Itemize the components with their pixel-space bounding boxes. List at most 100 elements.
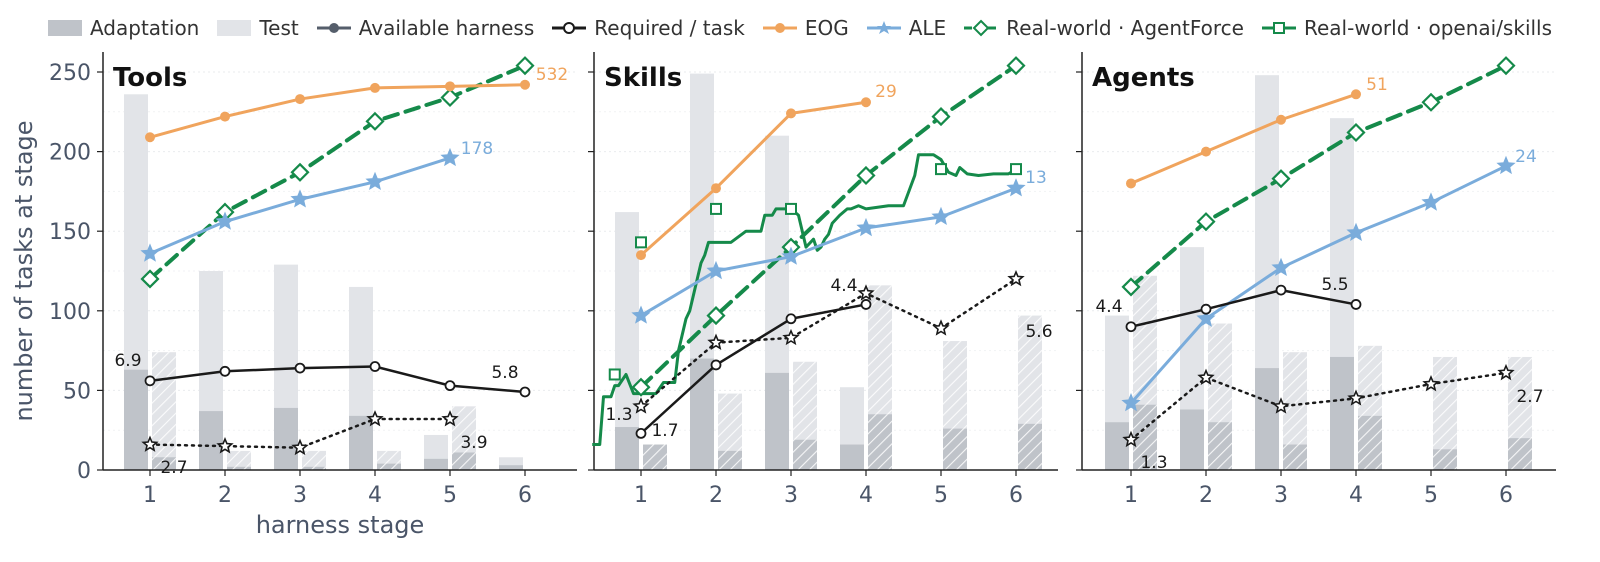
adaptation-bar: [1330, 356, 1354, 470]
rw-agentforce-point: [515, 56, 535, 76]
ale-line: [639, 186, 1018, 318]
x-tick-label: 6: [1499, 483, 1513, 508]
ale-point: [1496, 155, 1516, 175]
data-label: 178: [461, 139, 493, 159]
required-point: [1275, 284, 1287, 296]
x-tick-label: 1: [143, 483, 157, 508]
rw-agentforce-point: [140, 269, 160, 289]
eog-point: [220, 111, 230, 122]
required-point: [444, 380, 456, 392]
required-point: [785, 313, 797, 325]
test-bar-hatch-overlay: [227, 450, 251, 470]
adaptation-bar: [1255, 368, 1279, 470]
data-label: 2.7: [160, 458, 187, 478]
rw-agentforce-point: [1421, 92, 1441, 112]
y-tick-label: 50: [63, 379, 91, 404]
rw-openai-point: [635, 236, 647, 249]
adaptation-bar-hatch-overlay: [452, 452, 476, 470]
legend-label-ale: ALE: [908, 16, 947, 40]
available-point: [857, 284, 875, 301]
x-tick-label: 5: [934, 483, 948, 508]
x-tick-label: 6: [518, 483, 532, 508]
adaptation-bar-hatch-overlay: [943, 428, 967, 470]
legend-item-rw-agentforce: Real-world · AgentForce: [964, 16, 1244, 40]
panel-title: Tools: [113, 63, 187, 93]
eog-line: [1129, 92, 1358, 185]
rw-agentforce-point: [1346, 122, 1366, 143]
rw-agentforce-point: [1006, 56, 1026, 76]
adaptation-bar-hatch-overlay: [793, 439, 817, 470]
available-point: [141, 435, 159, 452]
ale-point: [1346, 222, 1366, 242]
rw-agentforce-point: [365, 111, 385, 131]
available-point: [932, 319, 950, 336]
required-point: [1200, 303, 1212, 315]
required-line: [148, 365, 527, 394]
required-line: [1129, 288, 1358, 328]
y-tick-label: 200: [49, 141, 91, 166]
data-label: 4.4: [1095, 297, 1122, 317]
eog-point: [145, 132, 155, 143]
adaptation-bar: [199, 411, 223, 470]
y-axis-label: number of tasks at stage: [10, 120, 38, 421]
data-label: 5.6: [1025, 322, 1052, 342]
required-swatch: [552, 22, 587, 34]
legend-label-adaptation: Adaptation: [89, 16, 200, 40]
rw-agentforce-line: [639, 63, 1018, 390]
adaptation-bar: [765, 372, 789, 470]
rw-agentforce-point: [1496, 56, 1516, 76]
required-point: [219, 365, 231, 377]
test-swatch: [217, 20, 252, 36]
eog-line: [148, 83, 527, 139]
test-bar-hatch-overlay: [302, 450, 326, 470]
available-point: [1347, 389, 1365, 406]
adaptation-bar: [690, 358, 714, 470]
ale-point: [1271, 257, 1291, 277]
data-label: 1.3: [1140, 453, 1167, 473]
available-point: [1122, 430, 1140, 448]
adaptation-bar: [615, 427, 639, 470]
rw-agentforce-point: [631, 377, 651, 397]
eog-point: [520, 79, 530, 90]
x-tick-label: 3: [784, 483, 798, 508]
eog-point: [1276, 114, 1286, 125]
rw-agentforce-point: [931, 107, 951, 127]
legend-label-eog: EOG: [804, 16, 849, 40]
available-point: [632, 397, 650, 414]
legend-item-adaptation: Adaptation: [47, 16, 200, 40]
required-point: [144, 375, 156, 387]
rw-agentforce-point: [706, 306, 726, 326]
available-point: [707, 333, 725, 350]
available-point: [441, 410, 459, 427]
rw-agentforce-point: [440, 87, 460, 108]
rw-agentforce-point: [1271, 169, 1291, 189]
panel-title: Agents: [1092, 63, 1195, 93]
ale-point: [1006, 178, 1026, 197]
adaptation-bar-hatch-overlay: [868, 414, 892, 470]
ale-point: [856, 217, 876, 237]
rw-openai-point: [608, 368, 621, 381]
x-tick-label: 2: [709, 483, 723, 508]
rw-agentforce-swatch: [964, 19, 999, 37]
rw-agentforce-point: [1121, 277, 1141, 297]
adaptation-bar: [840, 444, 864, 470]
ale-point: [290, 189, 310, 208]
chart-legend: Adaptation Test Available harness Requir…: [0, 8, 1600, 48]
available-point: [1422, 374, 1440, 392]
y-tick-label: 150: [49, 220, 91, 245]
adaptation-bar-hatch-overlay: [1208, 422, 1232, 470]
legend-item-ale: ALE: [866, 16, 947, 40]
ale-point: [781, 246, 801, 265]
available-point: [216, 437, 234, 454]
available-line: [639, 277, 1018, 408]
ale-point: [365, 171, 385, 191]
available-line: [1129, 371, 1508, 442]
adaptation-bar: [124, 369, 148, 470]
rw-openai-point: [710, 202, 722, 215]
adaptation-bar-hatch-overlay: [227, 466, 251, 470]
data-label: 1.3: [605, 405, 632, 425]
legend-item-test: Test: [217, 16, 299, 40]
ale-point: [1196, 308, 1216, 327]
test-bar-hatch-overlay: [152, 352, 176, 470]
